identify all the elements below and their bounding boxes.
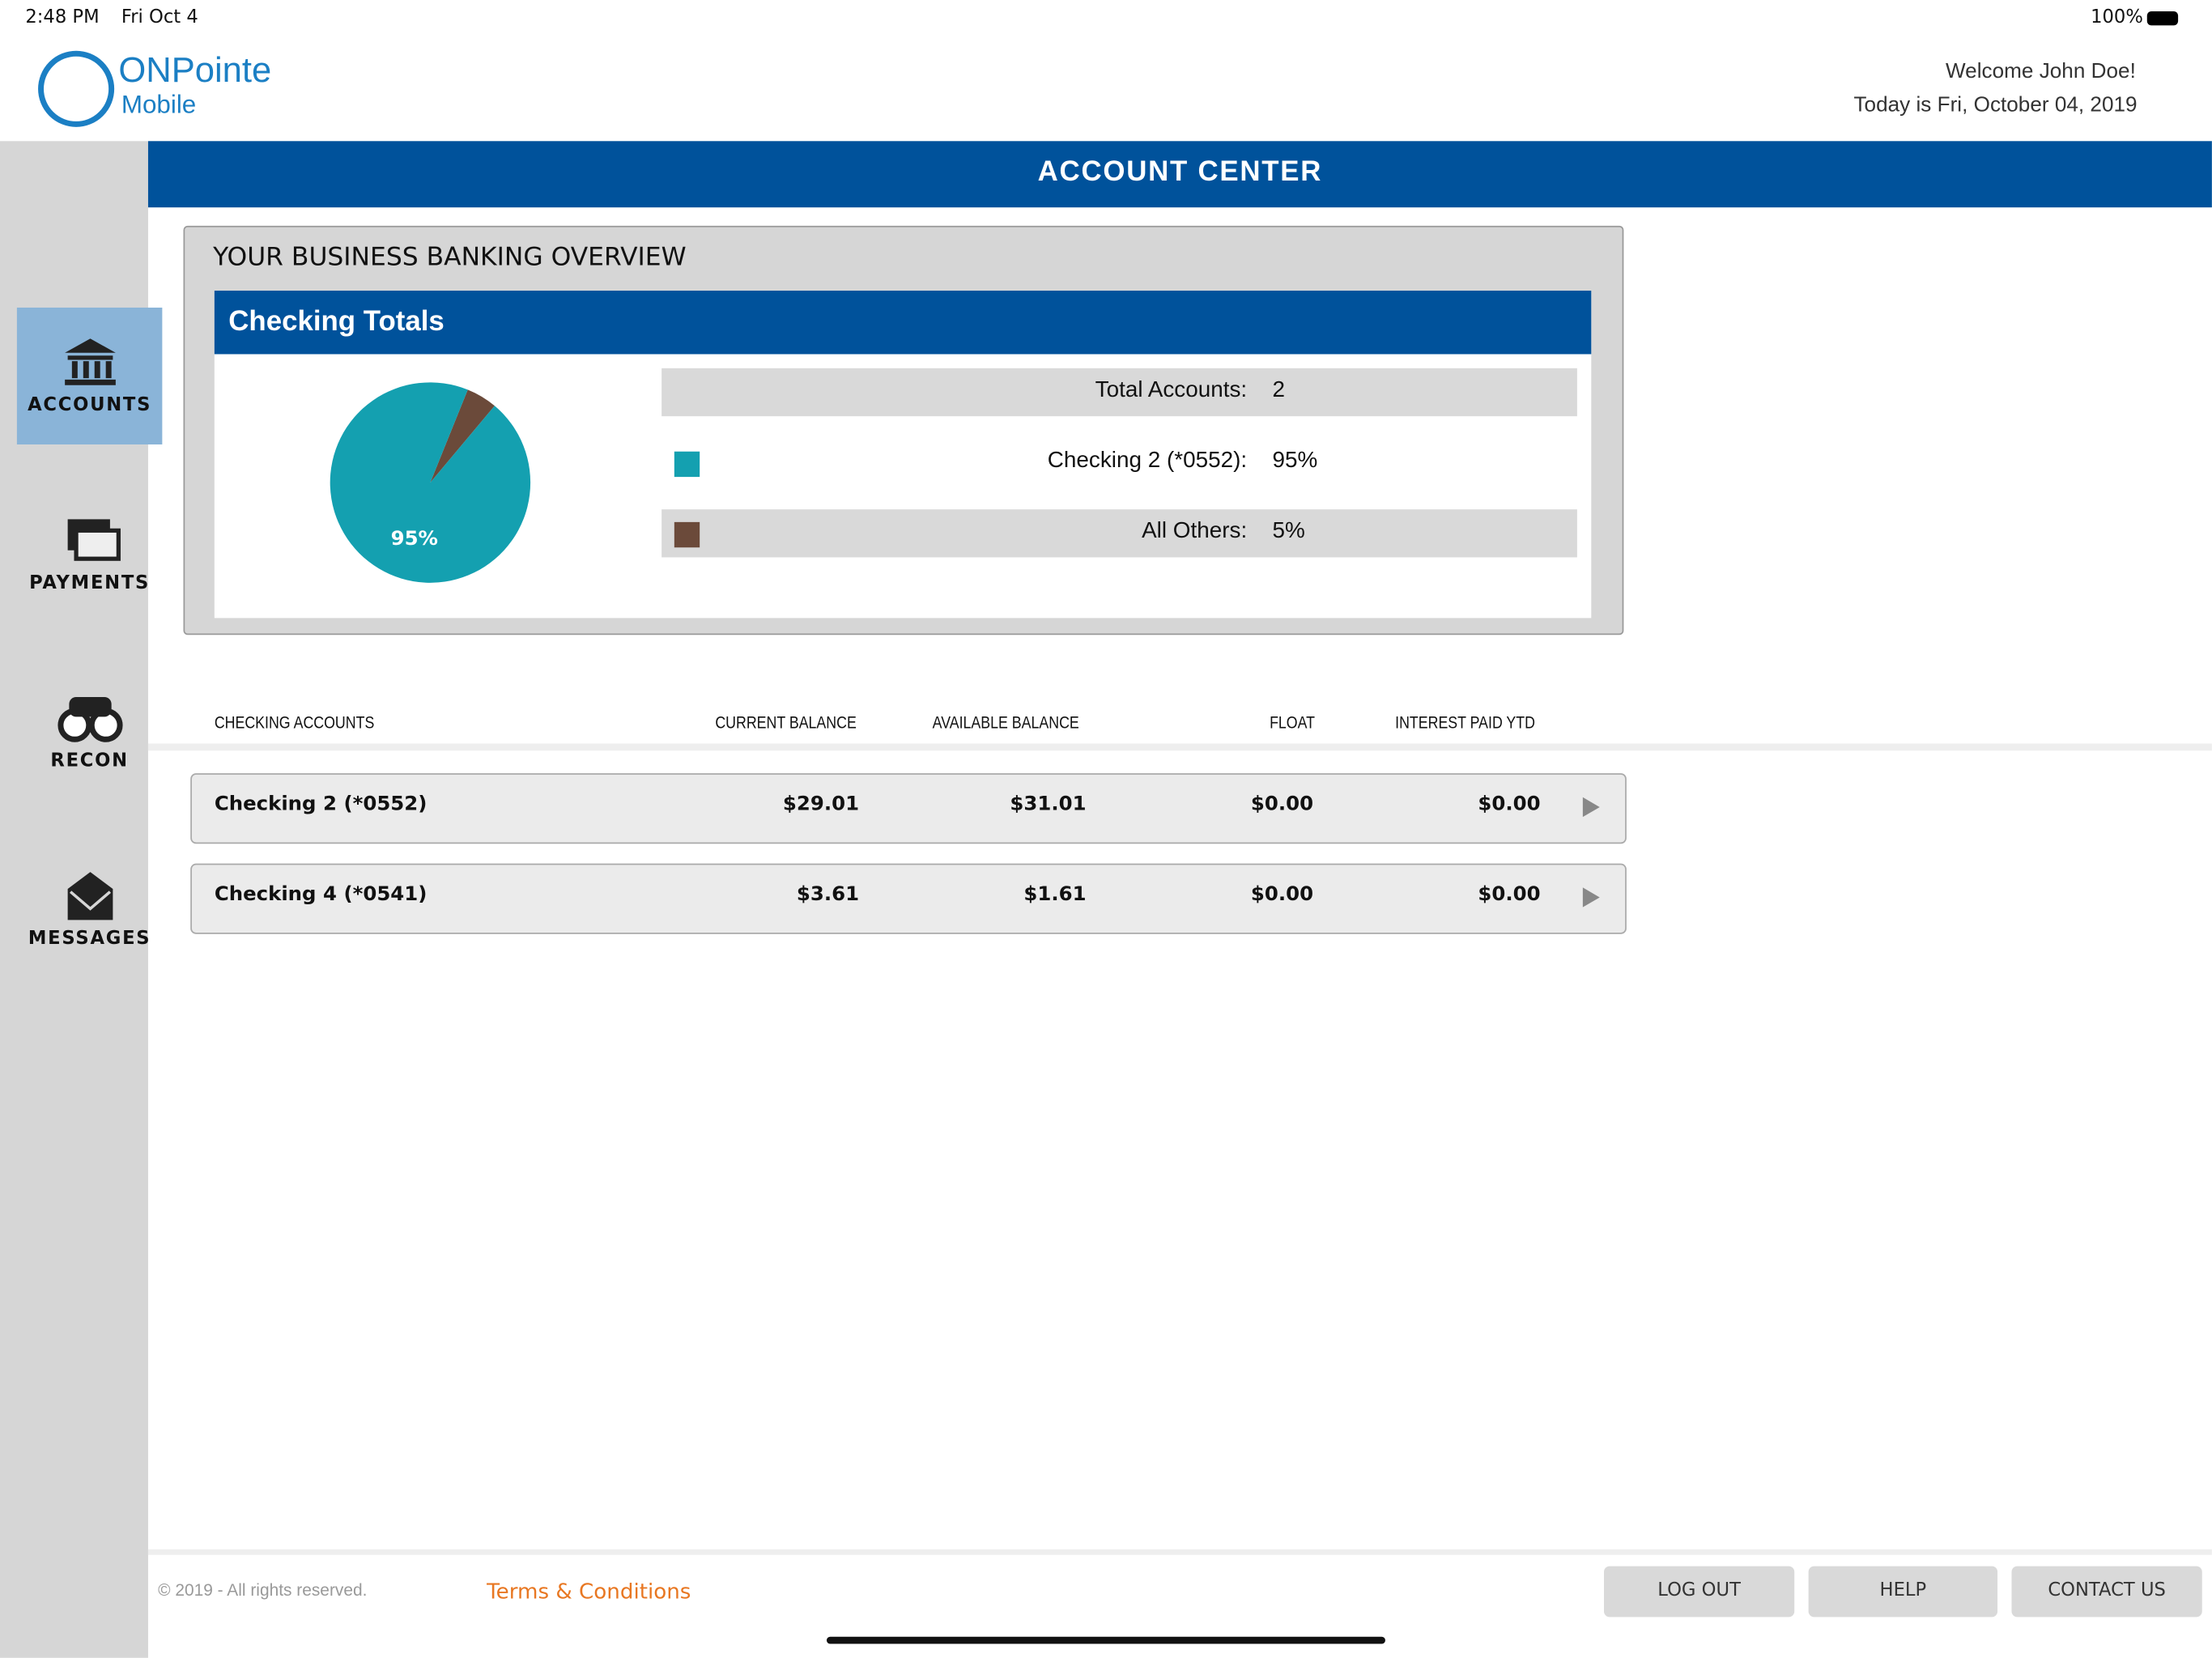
legend-name: Checking 2 (*0552):: [1047, 449, 1248, 473]
logout-button[interactable]: LOG OUT: [1603, 1566, 1795, 1618]
divider: [147, 743, 2212, 751]
icon: [64, 338, 115, 385]
account-row[interactable]: [190, 863, 1627, 934]
row-cell: $29.01: [782, 793, 860, 816]
legend-value: 5%: [1272, 519, 1305, 544]
total-value: 2: [1272, 378, 1286, 402]
row-cell: $0.00: [1250, 793, 1314, 816]
pie-slice: [330, 382, 531, 583]
status-date: Fri Oct 4: [121, 6, 198, 28]
legend-name: All Others:: [1142, 519, 1248, 544]
help-button[interactable]: HELP: [1808, 1566, 1998, 1618]
today: Today is Fri, October 04, 2019: [1853, 93, 2138, 117]
battery-text: 100%: [2091, 6, 2143, 28]
contact-button[interactable]: CONTACT US: [2011, 1566, 2202, 1618]
nav-accounts[interactable]: ACCOUNTS: [17, 333, 162, 470]
icon: [66, 519, 121, 561]
row-arrow: [1582, 797, 1600, 818]
nav-label: RECON: [50, 750, 129, 772]
col-header: CURRENT BALANCE: [715, 712, 857, 733]
pie-slice: [430, 389, 495, 483]
nav-label: MESSAGES: [28, 928, 151, 950]
terms-link[interactable]: Terms & Conditions: [487, 1579, 691, 1605]
home-indicator: [826, 1636, 1385, 1644]
icon: [66, 872, 113, 920]
copyright: © 2019 - All rights reserved.: [158, 1580, 368, 1601]
total-label: Total Accounts:: [1095, 378, 1248, 402]
col-header: CHECKING ACCOUNTS: [214, 712, 375, 733]
row-cell: $0.00: [1478, 883, 1541, 906]
legend-swatch: [674, 451, 700, 478]
legend-row: [661, 509, 1577, 558]
row-cell: $1.61: [1023, 883, 1087, 906]
col-header: FLOAT: [1270, 712, 1316, 733]
overview-title: YOUR BUSINESS BANKING OVERVIEW: [213, 242, 687, 273]
panel-title: Checking Totals: [214, 291, 1592, 355]
row-cell: $0.00: [1478, 793, 1541, 816]
nav-messages[interactable]: MESSAGES: [17, 866, 162, 1003]
nav-label: ACCOUNTS: [28, 395, 152, 417]
logo-main: ONPointe: [118, 50, 272, 91]
pie-chart: 95%: [330, 382, 531, 583]
page-title: ACCOUNT CENTER: [147, 141, 2212, 208]
nav-label: PAYMENTS: [29, 572, 151, 594]
status-time: 2:48 PM: [25, 6, 100, 28]
row-arrow: [1582, 887, 1600, 908]
legend-swatch: [674, 521, 700, 548]
row-cell: $3.61: [796, 883, 860, 906]
nav-active-bg: [16, 307, 163, 445]
legend-row: [661, 368, 1577, 417]
legend-value: 95%: [1272, 449, 1318, 473]
row-cell: Checking 4 (*0541): [214, 883, 428, 906]
icon: [57, 696, 122, 742]
logo-sub: Mobile: [121, 90, 197, 119]
row-cell: $0.00: [1250, 883, 1314, 906]
nav-payments[interactable]: PAYMENTS: [17, 511, 162, 648]
welcome: Welcome John Doe!: [1945, 59, 2136, 83]
footer-divider: [147, 1549, 2212, 1555]
nav-recon[interactable]: RECON: [17, 689, 162, 826]
col-header: INTEREST PAID YTD: [1395, 712, 1535, 733]
pie-label: 95%: [391, 526, 438, 550]
account-row[interactable]: [190, 773, 1627, 844]
row-cell: $31.01: [1010, 793, 1087, 816]
logo-ring: [38, 50, 115, 127]
row-cell: Checking 2 (*0552): [214, 793, 428, 816]
battery-icon: [2146, 11, 2179, 26]
col-header: AVAILABLE BALANCE: [932, 712, 1079, 733]
